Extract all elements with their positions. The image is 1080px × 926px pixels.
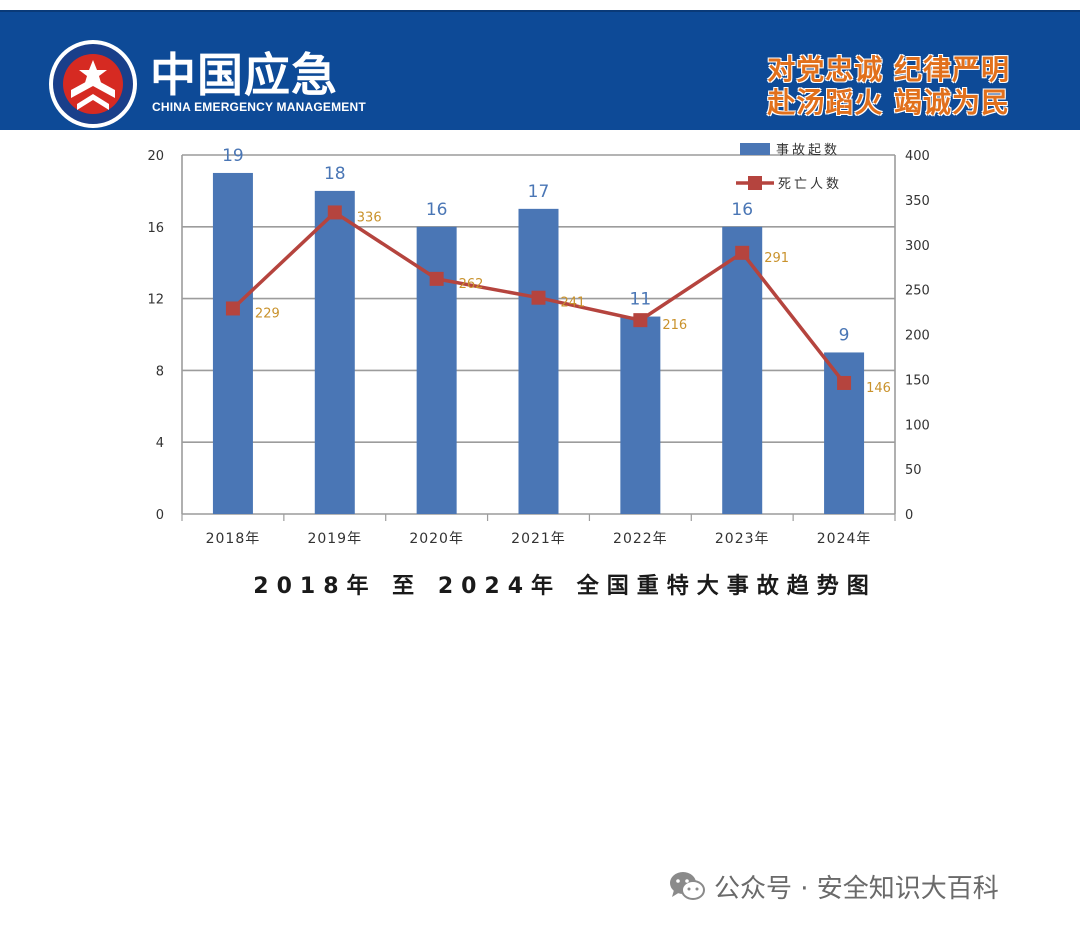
bar-value-label: 9 bbox=[839, 325, 850, 345]
line-value-label: 291 bbox=[764, 251, 789, 266]
line-point-deaths bbox=[633, 313, 648, 328]
x-tick-label: 2020年 bbox=[409, 531, 464, 547]
line-point-deaths bbox=[429, 271, 444, 286]
y-left-tick-label: 12 bbox=[147, 293, 164, 308]
watermark-text: 公众号 · 安全知识大百科 bbox=[714, 873, 999, 904]
y-right-tick-label: 300 bbox=[905, 239, 930, 254]
line-point-deaths bbox=[327, 205, 342, 220]
x-tick-label: 2021年 bbox=[511, 531, 566, 547]
line-point-deaths bbox=[735, 245, 750, 260]
bar-value-label: 19 bbox=[222, 146, 244, 166]
y-right-tick-label: 350 bbox=[905, 194, 930, 209]
legend-label-accidents: 事故起数 bbox=[776, 143, 840, 158]
line-value-label: 229 bbox=[255, 306, 280, 321]
bar-accidents bbox=[212, 172, 253, 514]
y-left-tick-label: 16 bbox=[147, 221, 164, 236]
line-value-label: 216 bbox=[662, 318, 687, 333]
y-left-tick-label: 0 bbox=[156, 508, 164, 523]
line-point-deaths bbox=[225, 301, 240, 316]
bar-value-label: 16 bbox=[426, 200, 448, 220]
line-value-label: 146 bbox=[866, 381, 891, 396]
y-right-tick-label: 50 bbox=[905, 463, 922, 478]
y-right-tick-label: 250 bbox=[905, 284, 930, 299]
watermark: 公众号 · 安全知识大百科 bbox=[668, 866, 999, 906]
brand-name-en: CHINA EMERGENCY MANAGEMENT bbox=[152, 100, 366, 114]
y-right-tick-label: 400 bbox=[905, 149, 930, 164]
bar-value-label: 18 bbox=[324, 164, 346, 184]
brand-name-cn: 中国应急 bbox=[150, 48, 338, 102]
legend-label-deaths: 死亡人数 bbox=[778, 177, 842, 192]
x-tick-label: 2024年 bbox=[817, 531, 872, 547]
x-tick-label: 2022年 bbox=[613, 531, 668, 547]
legend-swatch-accidents bbox=[740, 143, 770, 155]
y-left-tick-label: 20 bbox=[147, 149, 164, 164]
x-tick-label: 2019年 bbox=[307, 531, 362, 547]
wechat-icon bbox=[670, 872, 705, 900]
bar-accidents bbox=[314, 190, 355, 514]
chart-title: 2018年 至 2024年 全国重特大事故趋势图 bbox=[253, 574, 877, 599]
slogan-line-2: 赴汤蹈火 竭诚为民 bbox=[767, 86, 1010, 119]
y-right-tick-label: 100 bbox=[905, 418, 930, 433]
bar-value-label: 17 bbox=[528, 182, 550, 202]
line-value-label: 336 bbox=[357, 210, 382, 225]
bar-value-label: 11 bbox=[630, 290, 652, 310]
y-right-tick-label: 200 bbox=[905, 329, 930, 344]
legend-marker-deaths bbox=[748, 176, 762, 190]
x-tick-label: 2023年 bbox=[715, 531, 770, 547]
y-right-tick-label: 0 bbox=[905, 508, 913, 523]
bar-accidents bbox=[620, 316, 661, 514]
slogan-line-1: 对党忠诚 纪律严明 bbox=[767, 53, 1010, 86]
china-emergency-emblem-icon bbox=[49, 40, 137, 128]
bar-accidents bbox=[722, 226, 763, 515]
y-left-tick-label: 8 bbox=[156, 364, 164, 379]
line-point-deaths bbox=[531, 290, 546, 305]
bar-value-label: 16 bbox=[731, 200, 753, 220]
y-left-tick-label: 4 bbox=[156, 436, 164, 451]
y-right-tick-label: 150 bbox=[905, 373, 930, 388]
accident-trend-chart: 19 18 16 17 11 16 9 229 336 262 241 216 291 146 0 4 8 12… bbox=[147, 143, 930, 547]
line-point-deaths bbox=[837, 375, 852, 390]
header-banner: 中国应急 CHINA EMERGENCY MANAGEMENT 对党忠诚 纪律严… bbox=[0, 10, 1080, 130]
line-value-label: 262 bbox=[459, 277, 484, 292]
x-tick-label: 2018年 bbox=[206, 531, 261, 547]
bar-accidents bbox=[518, 208, 559, 514]
line-value-label: 241 bbox=[561, 296, 586, 311]
